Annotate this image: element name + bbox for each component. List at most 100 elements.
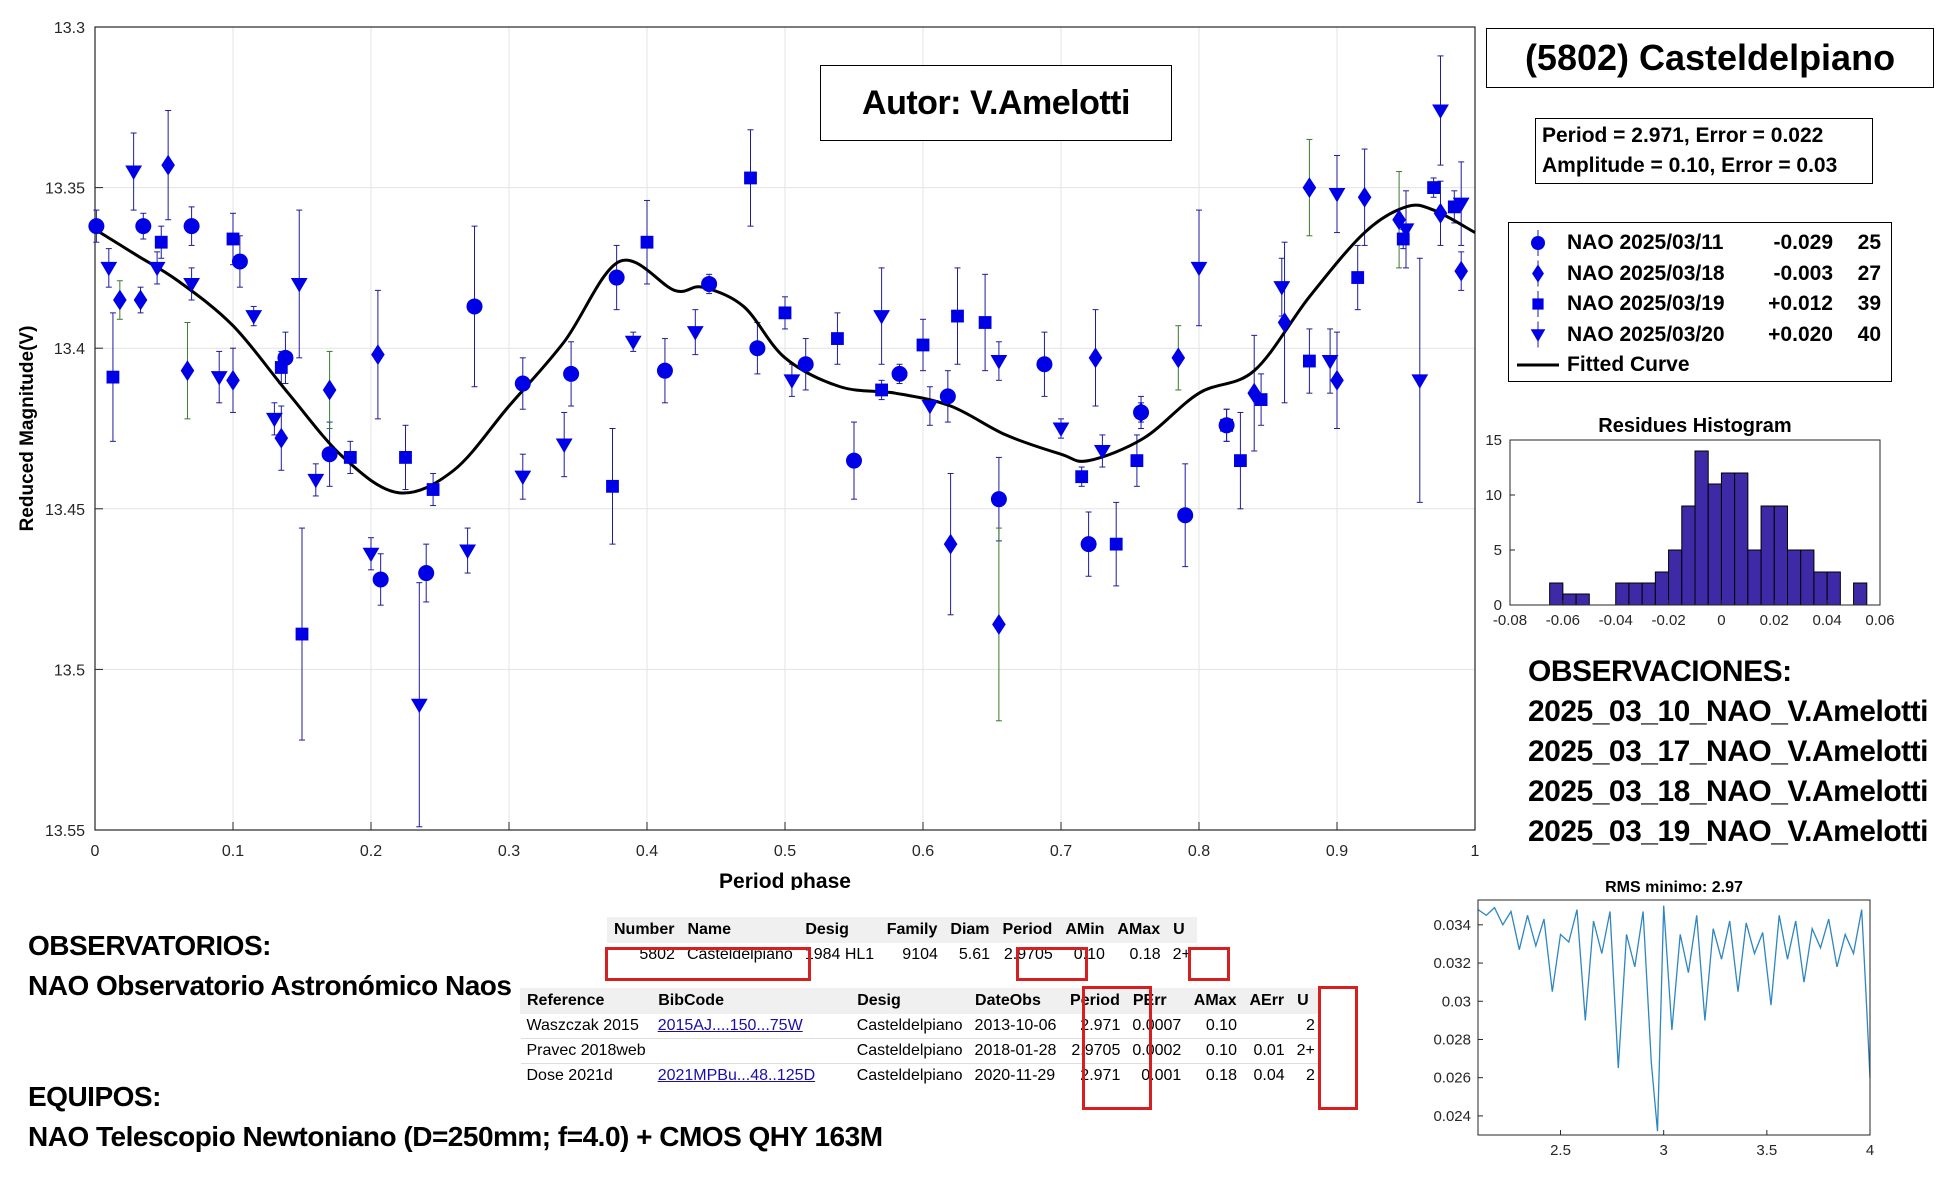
equipos-heading: EQUIPOS: — [28, 1081, 161, 1112]
data-point — [307, 473, 325, 489]
data-point — [1328, 188, 1346, 203]
x-tick-label: -0.02 — [1651, 612, 1685, 629]
data-point — [161, 154, 175, 176]
legend-item-label: Fitted Curve — [1567, 353, 1690, 376]
cell-desig: 1984 HL1 — [798, 942, 881, 967]
data-point — [466, 298, 483, 315]
col-header: DateObs — [968, 988, 1065, 1014]
summary-header-row: Number Name Desig Family Diam Period AMi… — [606, 917, 1198, 943]
data-point — [245, 310, 263, 325]
data-point — [399, 451, 412, 464]
x-tick-label: 3 — [1660, 1142, 1668, 1159]
bibcode-link[interactable]: 2021MPBu...48..125D — [657, 1067, 816, 1084]
col-header: AMin — [1058, 917, 1112, 943]
y-tick-label: 13.4 — [54, 341, 85, 358]
data-point — [1273, 281, 1291, 296]
histogram-bar — [1668, 549, 1683, 606]
observacion-item: 2025_03_17_NAO_V.Amelotti — [1528, 735, 1928, 768]
data-point — [274, 427, 289, 449]
data-point — [371, 344, 385, 366]
cell-perr: 0.0007 — [1126, 1013, 1188, 1039]
data-point — [939, 388, 956, 405]
histogram-bar — [1720, 472, 1736, 606]
bibcode-link[interactable]: 2015AJ....150...75W — [657, 1017, 803, 1034]
data-point — [943, 533, 958, 555]
author-box: Autor: V.Amelotti — [820, 65, 1172, 141]
data-point — [180, 360, 195, 382]
residues-histogram: Residues Histogram -0.08 -0.06 -0.04 -0.02 0 0… — [1485, 415, 1894, 629]
legend-markers — [1517, 230, 1559, 367]
data-point — [1080, 536, 1097, 553]
data-point — [1452, 197, 1470, 213]
histogram-bar — [1707, 483, 1722, 606]
data-point — [226, 369, 240, 391]
y-tick-label: 13.35 — [45, 181, 85, 198]
histogram-bar — [1562, 593, 1577, 606]
legend-item-count: 25 — [1857, 231, 1881, 254]
x-tick-label: 0.7 — [1050, 843, 1072, 860]
histogram-bar — [1734, 472, 1749, 606]
data-point — [1357, 186, 1372, 208]
data-point — [783, 374, 801, 389]
x-tick-label: 0.06 — [1865, 612, 1894, 629]
histogram-bar — [1773, 505, 1788, 606]
col-header: Family — [879, 917, 945, 943]
data-point — [372, 571, 389, 588]
col-header: AMax — [1186, 988, 1244, 1014]
cell-period: 2.971 — [1063, 1063, 1127, 1088]
x-tick-label: 0.1 — [222, 843, 244, 860]
legend-item-offset: -0.003 — [1773, 261, 1833, 285]
observatorios-block: OBSERVATORIOS: NAO Observatorio Astronóm… — [28, 926, 512, 1006]
cell-dateobs: 2020-11-29 — [968, 1063, 1064, 1088]
legend-marker — [1531, 236, 1545, 250]
data-point — [1303, 354, 1316, 368]
data-point — [1234, 454, 1247, 468]
data-point — [1254, 393, 1268, 406]
y-tick-label: 0.032 — [1433, 955, 1471, 972]
x-tick-label: 0.6 — [912, 843, 934, 860]
data-point — [125, 165, 143, 180]
col-header: U — [1290, 988, 1322, 1014]
data-point — [183, 277, 200, 293]
data-point — [749, 340, 766, 357]
data-point — [990, 355, 1008, 370]
data-point — [1094, 444, 1111, 460]
page-title: (5802) Casteldelpiano — [1524, 37, 1896, 78]
cell-desig: Casteldelpiano — [850, 1063, 969, 1088]
data-point — [640, 235, 654, 249]
col-header: Desig — [798, 917, 881, 943]
fit-info-box: Period = 2.971, Error = 0.022 Amplitude … — [1535, 118, 1873, 184]
data-point — [321, 446, 338, 463]
data-point — [656, 362, 673, 379]
col-header: U — [1166, 917, 1198, 943]
cell-amax: 0.18 — [1187, 1063, 1243, 1088]
cell-u: 2 — [1290, 1013, 1321, 1039]
x-axis-label: Period phase — [719, 870, 851, 890]
y-axis-label: Reduced Magnitude(V) — [17, 326, 38, 532]
data-point — [226, 232, 240, 246]
data-point — [778, 306, 792, 320]
data-point — [1321, 355, 1339, 370]
y-tick-label: 15 — [1485, 432, 1502, 449]
col-header: Period — [995, 917, 1060, 943]
reference-table: Reference BibCode Desig DateObs Period P… — [519, 988, 1322, 1088]
highlight-ref-u — [1318, 986, 1358, 1110]
data-point — [1220, 418, 1233, 432]
data-point — [290, 277, 308, 293]
legend-item-label: NAO 2025/03/20 — [1567, 322, 1725, 346]
cell-desig: Casteldelpiano — [850, 1038, 969, 1064]
data-point — [343, 451, 357, 464]
legend-item-label: NAO 2025/03/11 — [1567, 231, 1724, 254]
cell-aerr — [1242, 1013, 1291, 1039]
data-point — [100, 261, 118, 277]
data-point — [744, 171, 757, 185]
histogram-bar — [1853, 582, 1868, 606]
observatorios-heading: OBSERVATORIOS: — [28, 930, 271, 961]
y-tick-label: 5 — [1494, 542, 1502, 559]
x-tick-label: 0 — [91, 843, 100, 860]
col-header: Reference — [519, 988, 653, 1014]
x-tick-label: 2.5 — [1550, 1142, 1571, 1159]
cell-number: 5802 — [607, 942, 681, 967]
x-tick-label: 0.02 — [1760, 612, 1789, 629]
fit-period: Period = 2.971, Error = 0.022 — [1542, 124, 1824, 147]
